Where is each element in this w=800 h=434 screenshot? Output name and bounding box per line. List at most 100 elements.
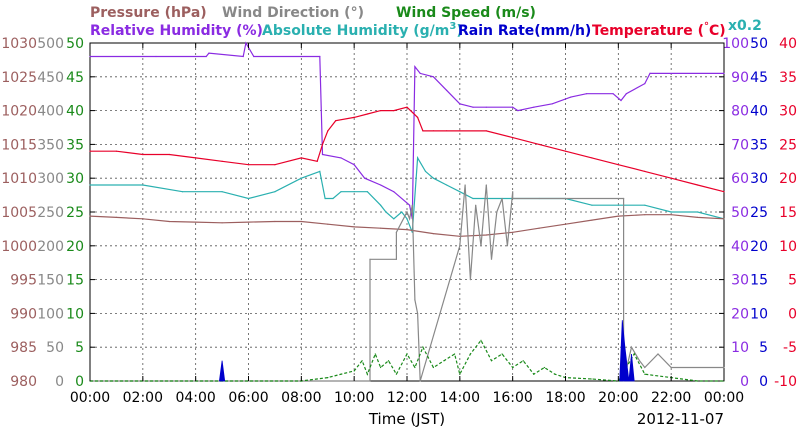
relative-humidity-axis-tick-label: 90 bbox=[731, 70, 749, 86]
series-absolute-humidity-g-m3-x0-2-point bbox=[181, 191, 184, 193]
series-absolute-humidity-g-m3-x0-2-point bbox=[385, 211, 387, 213]
x-tick-label: 22:00 bbox=[651, 390, 691, 406]
axis-temperature: 40 35 30 25 20 15 10 5 0 -5 -10 bbox=[774, 36, 797, 390]
series-pressure-hpa-point bbox=[247, 221, 250, 223]
x-tick-label: 10:00 bbox=[334, 390, 374, 406]
series-pressure-hpa-point bbox=[723, 218, 725, 220]
series-temperature-c-point bbox=[353, 116, 355, 118]
series-wind-speed-m-s-point bbox=[490, 360, 493, 362]
wind-direction-axis-tick-label: 450 bbox=[37, 70, 64, 86]
wind-direction-axis-tick-label: 500 bbox=[37, 36, 64, 52]
wind-speed-axis-tick-label: 25 bbox=[66, 205, 84, 221]
series-wind-direction-point bbox=[459, 245, 461, 247]
series-absolute-humidity-g-m3-x0-2-point bbox=[380, 204, 382, 206]
series-wind-speed-m-s-point bbox=[633, 353, 635, 355]
series-temperature-c-point bbox=[422, 130, 424, 132]
series-pressure-hpa-point bbox=[142, 218, 144, 220]
series-wind-speed-m-s-point bbox=[533, 373, 535, 375]
series-pressure-hpa-point bbox=[195, 221, 197, 223]
legend-temperature: Temperature (°C) bbox=[592, 21, 726, 39]
legend-temperature-close: C) bbox=[709, 23, 726, 39]
series-wind-speed-m-s-point bbox=[480, 339, 482, 341]
series-relative-humidity-point bbox=[533, 106, 535, 108]
wind-speed-axis-tick-label: 20 bbox=[66, 239, 84, 255]
series-pressure-hpa-point bbox=[327, 223, 329, 225]
series-wind-direction-point bbox=[417, 312, 419, 314]
series-relative-humidity-point bbox=[319, 55, 321, 58]
series-absolute-humidity-g-m3-x0-2-point bbox=[459, 191, 461, 193]
series-temperature-c-point bbox=[366, 113, 368, 115]
wind-speed-axis-tick-label: 40 bbox=[66, 104, 84, 120]
x-tick-label: 18:00 bbox=[545, 390, 585, 406]
series-pressure-hpa-point bbox=[168, 220, 170, 223]
x-tick-label: 20:00 bbox=[598, 390, 638, 406]
legend-wind-direction: Wind Direction (°) bbox=[222, 5, 364, 21]
series-absolute-humidity-g-m3-x0-2-point bbox=[353, 191, 355, 193]
series-relative-humidity-point bbox=[245, 42, 247, 44]
relative-humidity-axis-tick-label: 60 bbox=[731, 171, 749, 187]
series-wind-direction-point bbox=[644, 366, 646, 369]
wind-speed-axis-tick-label: 35 bbox=[66, 137, 84, 153]
series-wind-speed-m-s-point bbox=[554, 373, 556, 375]
series-temperature-c-point bbox=[406, 106, 408, 108]
wind-direction-axis-tick-label: 150 bbox=[37, 273, 64, 289]
relative-humidity-axis-tick-label: 50 bbox=[731, 205, 749, 221]
wind-direction-axis-tick-label: 0 bbox=[55, 374, 64, 390]
series-temperature-c-point bbox=[446, 130, 448, 132]
series-relative-humidity-point bbox=[380, 184, 382, 186]
series-rain-rate-mm-h-area bbox=[218, 360, 226, 382]
series-relative-humidity-point bbox=[649, 72, 651, 74]
series-absolute-humidity-g-m3-x0-2-point bbox=[332, 197, 334, 200]
series-wind-speed-m-s-point bbox=[454, 353, 456, 355]
series-relative-humidity-point bbox=[89, 55, 91, 58]
series-wind-speed-m-s-point bbox=[697, 380, 699, 382]
series-wind-direction-point bbox=[657, 353, 659, 355]
series-absolute-humidity-g-m3-x0-2-point bbox=[591, 204, 593, 206]
pressure-axis-tick-label: 1030 bbox=[1, 36, 37, 52]
series-temperature-c-point bbox=[393, 110, 395, 112]
series-relative-humidity-point bbox=[393, 191, 395, 193]
series-absolute-humidity-g-m3-x0-2-point bbox=[247, 197, 250, 200]
series-absolute-humidity-g-m3-x0-2-point bbox=[401, 211, 403, 213]
series-pressure-hpa-point bbox=[380, 227, 382, 229]
x-tick-label: 06:00 bbox=[228, 390, 268, 406]
series-relative-humidity-point bbox=[517, 110, 519, 112]
series-relative-humidity-point bbox=[485, 106, 487, 108]
series-relative-humidity-point bbox=[625, 93, 627, 95]
series-wind-speed-m-s-point bbox=[522, 360, 524, 362]
series-wind-direction-point bbox=[411, 204, 413, 206]
relative-humidity-axis-tick-label: 0 bbox=[740, 374, 749, 390]
series-wind-speed-m-s-point bbox=[422, 346, 424, 348]
series-absolute-humidity-g-m3-x0-2-point bbox=[340, 191, 342, 193]
series-wind-direction-point bbox=[638, 360, 641, 362]
series-pressure-hpa-point bbox=[591, 219, 593, 221]
series-absolute-humidity-g-m3-x0-2-point bbox=[670, 211, 672, 213]
series-temperature-c-point bbox=[142, 153, 144, 156]
axis-time: 00:00 02:00 04:00 06:00 08:00 10:00 12:00 14:00… bbox=[70, 43, 744, 406]
relative-humidity-axis-tick-label: 20 bbox=[731, 306, 749, 322]
series-wind-speed-m-s-point bbox=[353, 370, 355, 372]
legend-temperature-degree: ° bbox=[704, 21, 709, 32]
x-tick-label: 04:00 bbox=[175, 390, 215, 406]
series-absolute-humidity-g-m3-x0-2-point bbox=[417, 157, 419, 159]
series-wind-speed-m-s-point bbox=[380, 366, 382, 369]
rain-rate-axis-tick-label: 0 bbox=[759, 374, 768, 390]
series-absolute-humidity-g-m3-x0-2-point bbox=[446, 184, 448, 186]
series-pressure-hpa-point bbox=[406, 229, 408, 231]
series-wind-direction-point bbox=[670, 366, 672, 369]
series-relative-humidity-point bbox=[155, 55, 157, 58]
series-wind-direction-point bbox=[406, 211, 408, 213]
series-wind-speed-m-s-point bbox=[432, 366, 434, 369]
pressure-axis-tick-label: 995 bbox=[10, 273, 37, 289]
wind-speed-axis-tick-label: 45 bbox=[66, 70, 84, 86]
rain-rate-axis-tick-label: 50 bbox=[750, 36, 768, 52]
series-temperature-c-point bbox=[327, 130, 329, 132]
relative-humidity-axis-tick-label: 100 bbox=[722, 36, 749, 52]
x-tick-label: 08:00 bbox=[281, 390, 321, 406]
series-wind-speed-m-s-point bbox=[406, 353, 408, 355]
series-wind-speed-m-s-point bbox=[361, 360, 363, 362]
wind-speed-axis-tick-label: 10 bbox=[66, 306, 84, 322]
series-relative-humidity-point bbox=[512, 106, 514, 108]
